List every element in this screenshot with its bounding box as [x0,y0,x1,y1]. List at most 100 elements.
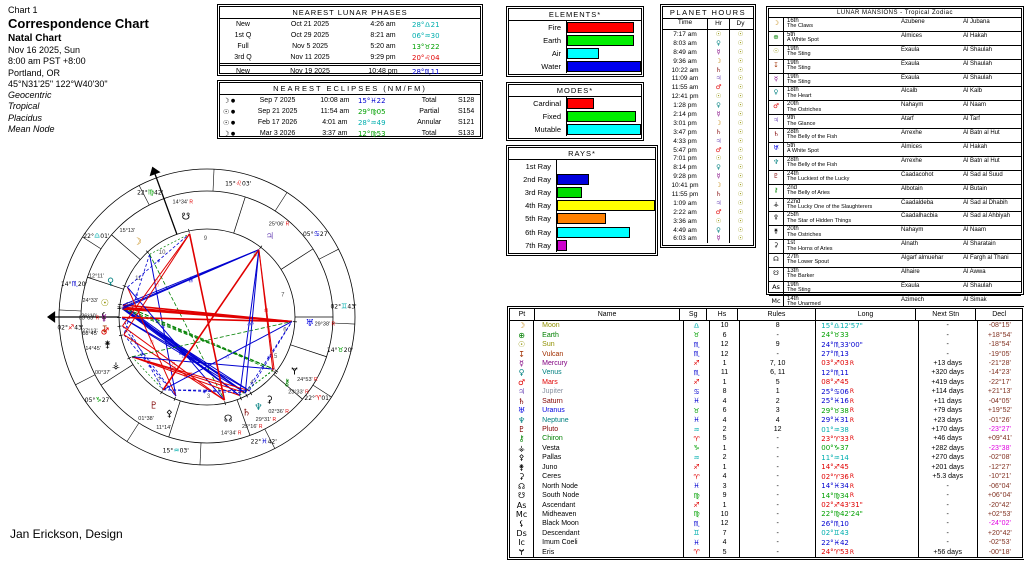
planet-icon: ⚸ [518,519,525,529]
retrograde-mark: R [849,397,855,405]
axis-line [153,170,178,235]
planet-next-station: - [917,339,977,350]
mansion-meaning: The Belly of Aries [787,189,830,196]
mansion-ordinal: 28th [787,129,799,136]
planet-sign-icon: ♓ [683,415,709,425]
mansion-arabic-name: Al Shaulah [963,60,993,67]
phase-name: New [235,21,250,28]
cusp-degree-label: 22°♍42' [137,188,164,196]
planet-next-station: - [917,330,977,340]
planet-next-station: +79 days [917,405,977,416]
wheel-planet-glyph: ☽ [133,237,142,248]
hour-ruler-icon: ☿ [707,47,729,57]
setting-zodiac-centricity: Geocentric [8,90,52,100]
wheel-planet-glyph: ☿ [101,313,107,324]
planet-icon: ⊕ [769,31,784,45]
planet-declination: +06°04' [976,490,1022,501]
mansion-row: ⚳ 1st The Horns of Aries Alnath Al Shara… [769,239,1021,254]
mansion-row: ⚵ 20th The Ostriches Nahaym Al Naam [769,225,1021,240]
phase-time: 4:26 am [370,21,396,28]
hour-time: 9:28 pm [673,173,697,181]
planet-hour-row: 11:09 am ♃ ☉ [663,74,753,84]
planet-longitude: 02°♐43'31" [815,500,917,510]
planet-declination: +21°13' [976,387,1022,397]
hour-time: 11:09 am [671,75,699,83]
planet-next-station: - [917,321,977,331]
cusp-degree-label: 14°♉20' [327,346,354,354]
planet-row: ☊ North Node ♓ 3 - 14°♓34 R - -06°04' [510,481,1022,491]
bar-track [556,160,655,174]
planet-degree-tick [274,369,279,373]
planet-icon: ☿ [769,73,784,87]
planet-rules: - [739,538,815,548]
hour-time: 9:36 am [673,57,697,65]
bar-value [557,200,655,212]
mansion-row: ♇ 24th The Luckiest of the Lucky Caadaco… [769,169,1021,184]
day-ruler-icon: ☉ [729,65,751,75]
day-ruler-icon: ☉ [729,127,751,137]
planet-sign-icon: ♍ [683,509,709,520]
planet-longitude: 26°♏10 [815,519,917,529]
planet-sign-icon: ♈ [683,472,709,482]
planet-row: ♇ Pluto ♒ 2 12 01°♒38 +170 days -23°27' [510,424,1022,435]
planet-name: Imum Coeli [533,538,683,548]
eclipse-position: 15°♓22 [357,96,386,105]
day-ruler-icon: ☉ [729,30,751,39]
planet-next-station: - [917,528,977,539]
planet-longitude: 03°♐03 R [815,358,917,369]
aspect-glyph: ∗ [140,352,144,358]
mansion-meaning: The Sting [787,287,811,294]
bar-value [557,174,590,186]
day-ruler-icon: ☉ [729,190,751,199]
wheel-planet-degree: 01°38' [138,416,154,422]
planet-house: 1 [709,358,739,369]
planet-icon: ♃ [769,115,784,129]
planet-icon: ↧ [769,59,784,73]
mansion-ordinal: 24th [787,170,799,177]
mansion-row: Mc 14th The Unarmed Azimech Al Simak [769,294,1021,309]
aspect-line [131,356,275,370]
setting-zodiac: Tropical [8,101,40,112]
aspect-line [258,249,275,370]
mansion-name: Exaula [901,282,920,289]
planet-rules: 4 [739,415,815,425]
bar-label: 7th Ray [525,240,551,250]
mansion-row: ⚷ 2nd The Belly of Aries Albotain Al But… [769,183,1021,198]
wheel-planet-degree: 24°53' R [297,377,318,383]
mansion-ordinal-meaning: 5th A White Spot [784,32,901,44]
planet-next-station: - [917,481,977,491]
planet-hours-panel: PLANET HOURS Time Hr Dy 7:17 am ☉ ☉ 8:03… [662,6,754,246]
bar-label: 5th Ray [525,214,551,224]
planet-longitude: 14°♍34 R [815,490,917,501]
mansion-name: Azubene [901,19,925,25]
house-number: 2 [157,378,161,384]
mansion-name: Algarf almuehar [901,255,944,262]
aspect-glyph: △ [174,342,178,348]
planet-icon: ⚷ [769,184,784,198]
mansion-meaning: The Belly of the Fish [787,162,838,169]
bar-row: 5th Ray [509,212,655,226]
mansion-ordinal: 25th [787,212,799,219]
hour-time: 2:22 am [673,208,697,216]
hour-ruler-icon: ☿ [707,110,729,119]
aspect-glyph: ∗ [156,258,160,264]
planet-rules: - [739,443,815,454]
planet-longitude: 24°♈53 R [815,547,917,557]
planet-declination: -18°54' [976,339,1022,350]
mansion-ordinal-meaning: 13th The Barker [784,268,901,280]
planet-icon: ⚵ [769,226,784,240]
mansion-meaning: The Belly of the Fish [787,134,838,141]
natal-chart-wheel: 02°♐43' 05°♑27' 15°♒03' 22°♓42' 22°♈01' 14°♉2… [47,166,357,466]
sign-boundary [199,442,202,465]
col-time: Time [677,19,693,26]
hour-time: 1:28 pm [673,102,697,110]
house-cusp-line [87,276,124,290]
planet-name: Eris [533,547,683,557]
planet-hour-row: 8:03 am ♀ ☉ [663,38,753,48]
aspect-glyph: △ [189,277,193,283]
planet-declination: -12°27' [976,462,1022,472]
planet-house: 8 [709,387,739,397]
mansion-ordinal-meaning: 25th The Star of Hidden Things [784,212,901,224]
mansion-ordinal-meaning: 27th The Lower Spout [784,254,901,266]
